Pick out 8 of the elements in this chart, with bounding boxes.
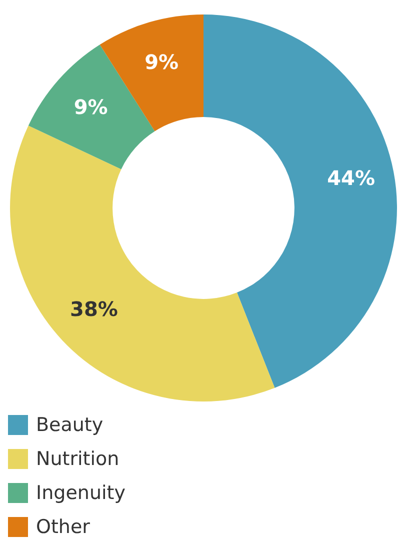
data-label: 9% — [144, 50, 179, 74]
legend-label: Nutrition — [36, 448, 120, 470]
legend-label: Other — [36, 516, 90, 538]
legend-label: Ingenuity — [36, 482, 126, 504]
data-label: 38% — [70, 297, 118, 322]
data-label: 44% — [327, 166, 375, 190]
legend-label: Beauty — [36, 414, 104, 436]
data-label: 9% — [74, 94, 108, 119]
